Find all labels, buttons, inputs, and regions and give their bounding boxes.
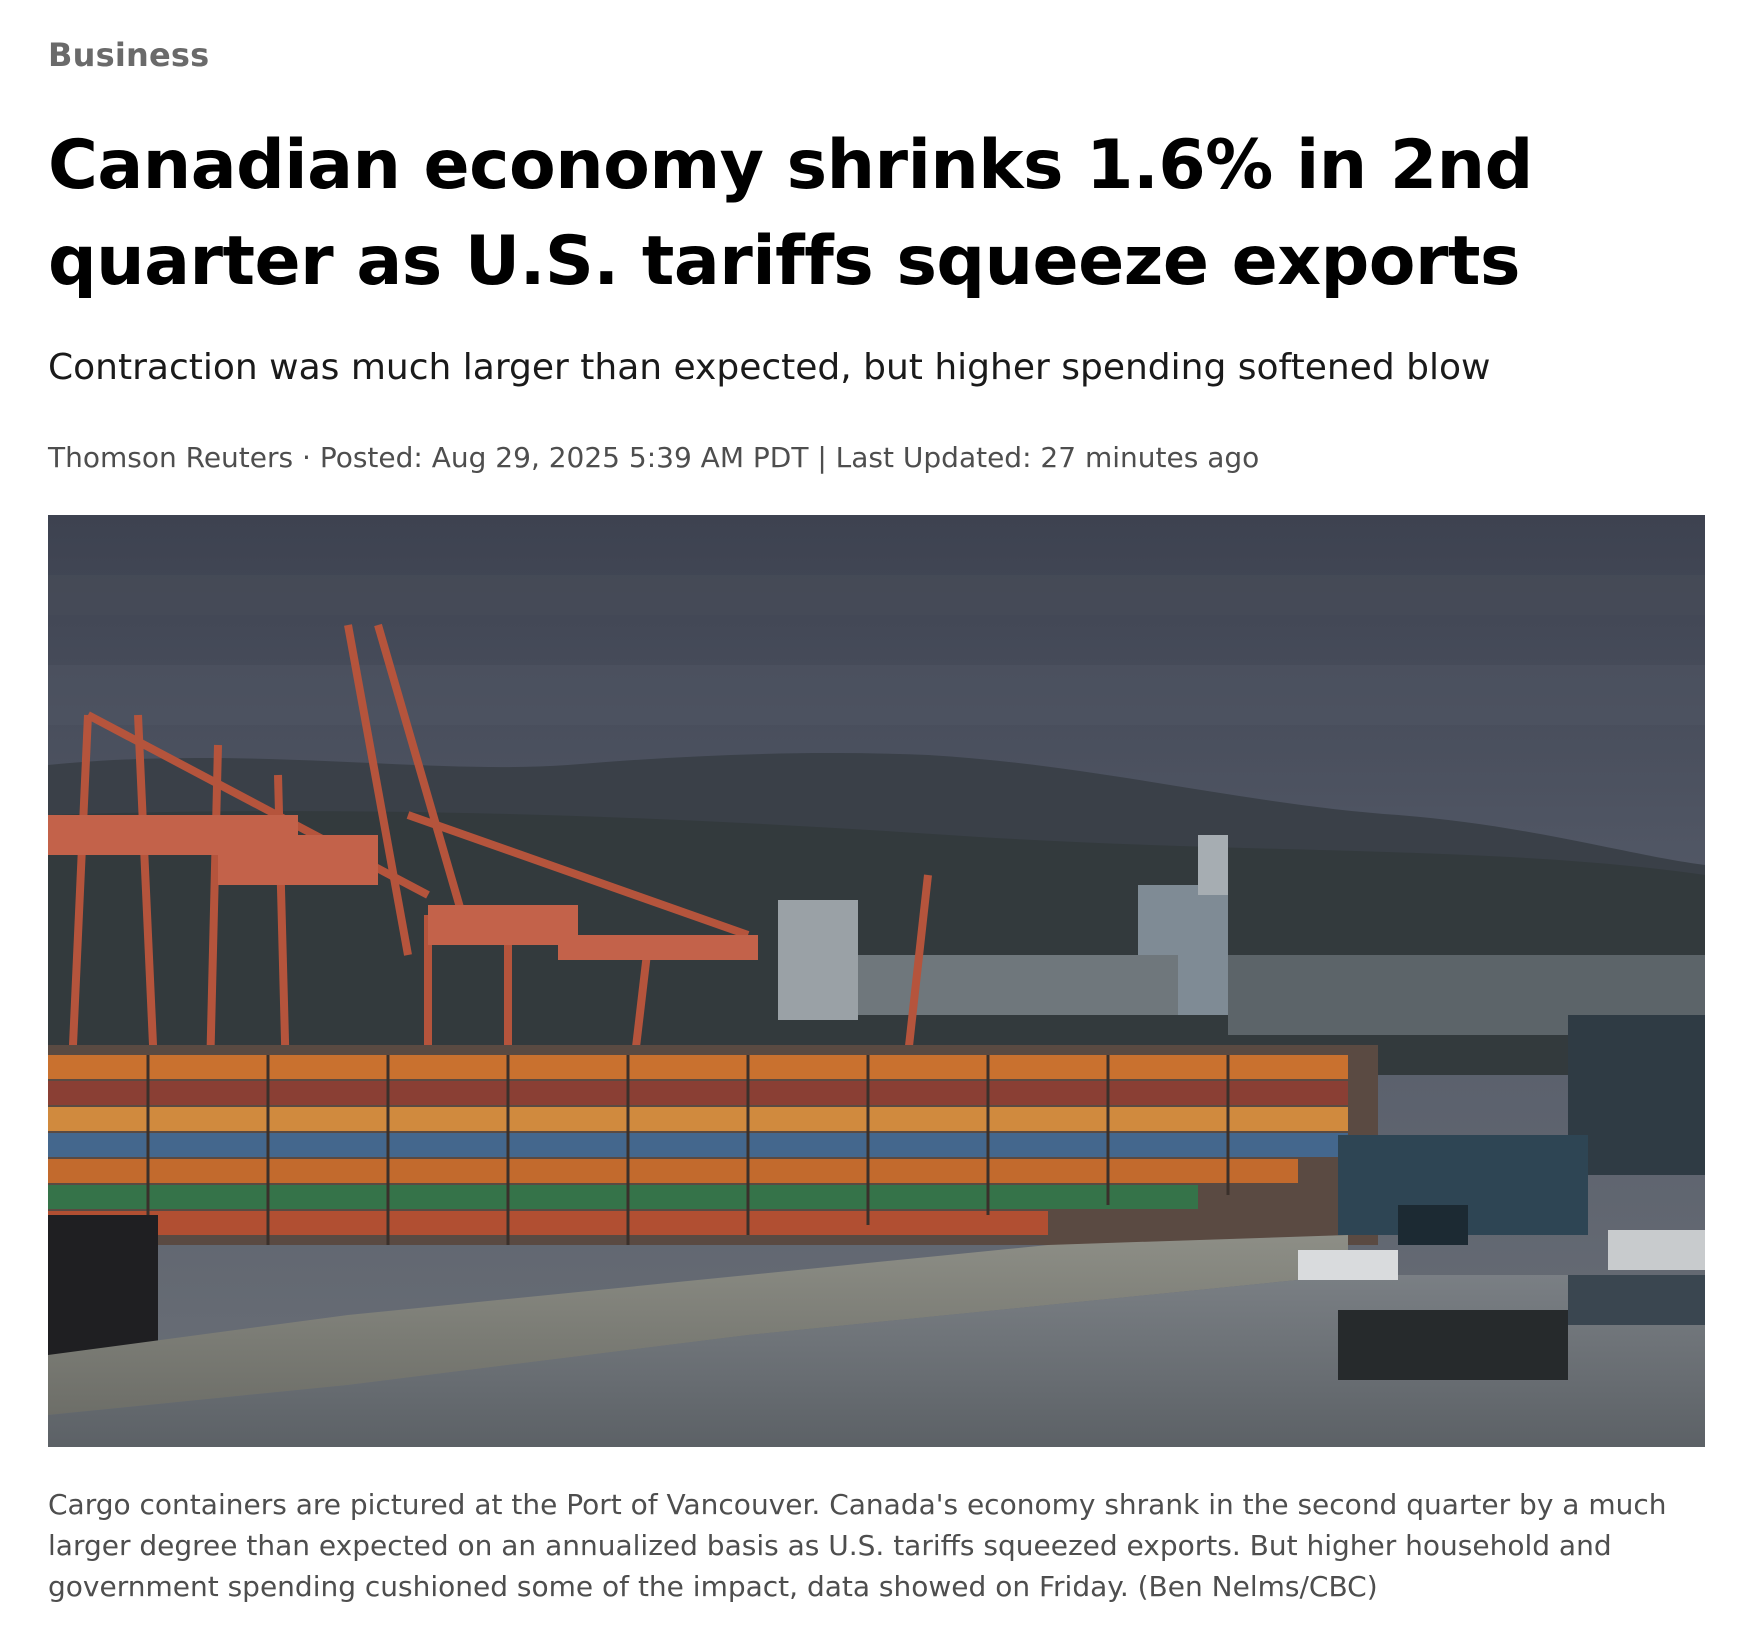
posted-date: Aug 29, 2025 5:39 AM PDT [431, 441, 809, 474]
updated-label: Last Updated: [835, 441, 1041, 474]
byline-separator: · [293, 441, 320, 474]
updated-value: 27 minutes ago [1040, 441, 1260, 474]
byline-divider: | [808, 441, 836, 474]
posted-label: Posted: [319, 441, 432, 474]
deck-subheadline: Contraction was much larger than expecte… [48, 347, 1491, 388]
category-link[interactable]: Business [48, 36, 210, 74]
port-photo-illustration [48, 515, 1705, 1447]
photo-caption: Cargo containers are pictured at the Por… [48, 1488, 1667, 1603]
author-link[interactable]: Thomson Reuters [48, 441, 294, 474]
hero-photo[interactable] [48, 515, 1705, 1447]
headline: Canadian economy shrinks 1.6% in 2nd qua… [48, 126, 1533, 301]
byline: Thomson Reuters · Posted: Aug 29, 2025 5… [48, 438, 1708, 478]
